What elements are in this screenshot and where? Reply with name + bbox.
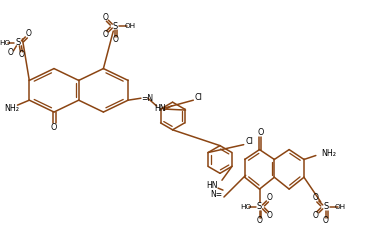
Text: S: S — [16, 38, 21, 47]
Text: HO: HO — [240, 204, 251, 210]
Text: O: O — [323, 216, 329, 225]
Text: OH: OH — [124, 23, 136, 29]
Text: O: O — [266, 194, 272, 203]
Text: OH: OH — [335, 204, 346, 210]
Text: O: O — [8, 48, 13, 57]
Text: O: O — [257, 128, 264, 137]
Text: HN: HN — [154, 103, 166, 112]
Text: O: O — [18, 50, 24, 59]
Text: O: O — [103, 30, 108, 40]
Text: =N: =N — [141, 94, 153, 103]
Text: O: O — [266, 211, 272, 220]
Text: N=: N= — [210, 190, 222, 199]
Text: O: O — [103, 13, 108, 22]
Text: O: O — [51, 123, 57, 132]
Text: O: O — [313, 194, 319, 203]
Text: NH₂: NH₂ — [321, 149, 336, 158]
Text: O: O — [113, 35, 118, 44]
Text: HN: HN — [207, 181, 218, 190]
Text: O: O — [25, 30, 31, 39]
Text: O: O — [313, 211, 319, 220]
Text: Cl: Cl — [246, 137, 253, 146]
Text: S: S — [323, 202, 328, 211]
Text: S: S — [113, 21, 118, 30]
Text: HO: HO — [0, 40, 10, 46]
Text: S: S — [257, 202, 262, 211]
Text: NH₂: NH₂ — [4, 103, 19, 112]
Text: O: O — [257, 216, 262, 225]
Text: Cl: Cl — [194, 93, 202, 102]
